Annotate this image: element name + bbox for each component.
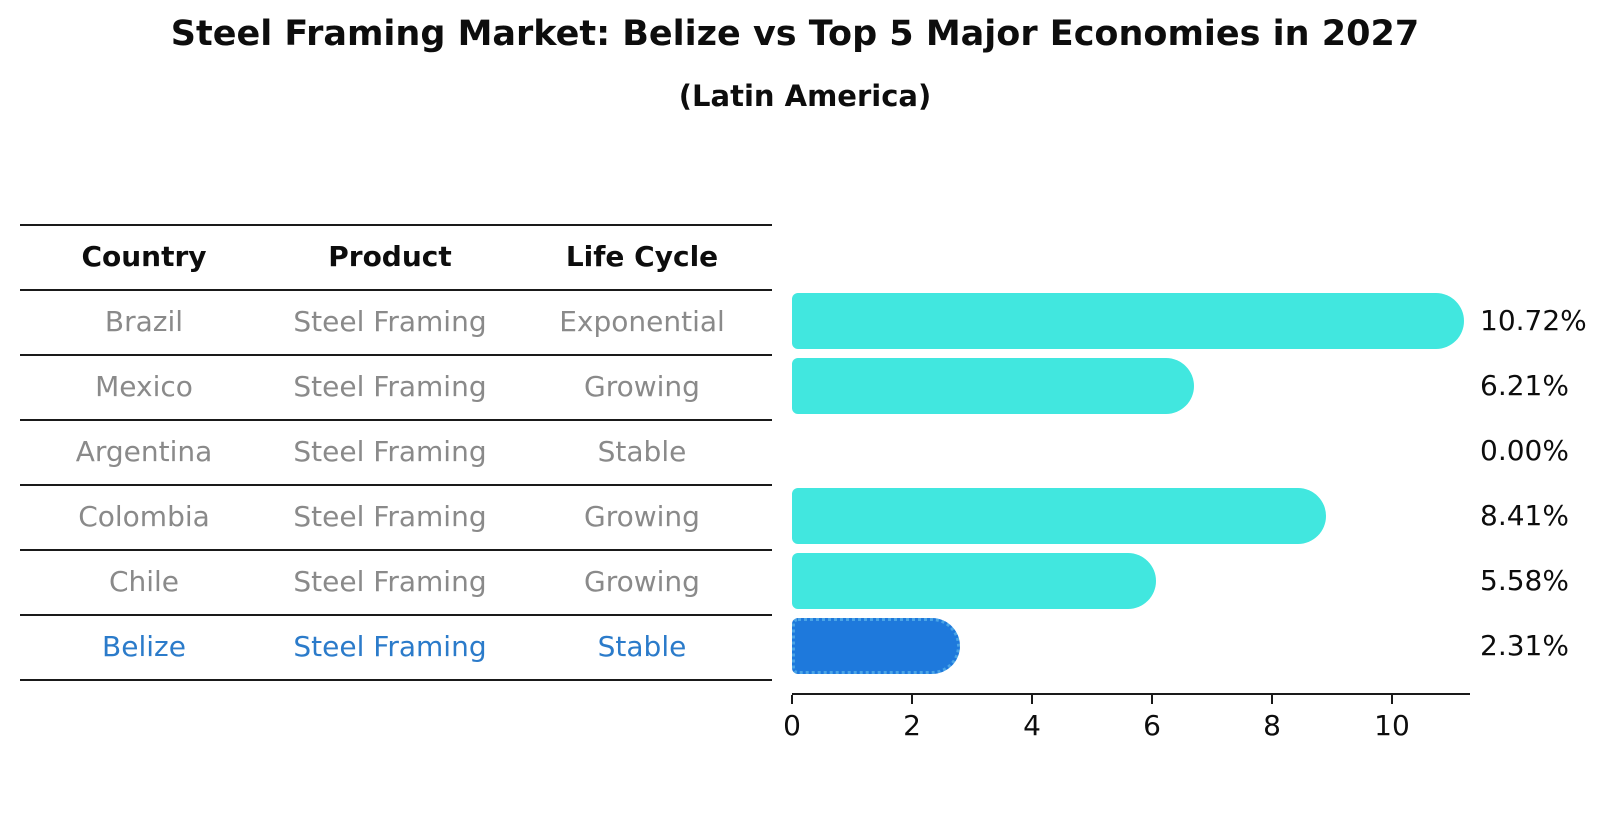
value-label-brazil: 10.72% [1480, 304, 1587, 337]
table-row-belize: Belize Steel Framing Stable [20, 614, 772, 681]
bar-brazil [792, 293, 1464, 349]
chart-title: Steel Framing Market: Belize vs Top 5 Ma… [170, 14, 1420, 54]
table-header-row: Country Product Life Cycle [20, 224, 772, 289]
x-axis-tick [911, 695, 913, 704]
value-label-colombia: 8.41% [1480, 499, 1569, 532]
cell-life-cycle: Exponential [559, 305, 725, 338]
table-row-brazil: Brazil Steel Framing Exponential [20, 289, 772, 354]
column-header-life-cycle: Life Cycle [565, 240, 719, 273]
chart-subtitle: (Latin America) [678, 79, 932, 113]
column-header-country: Country [81, 240, 207, 273]
value-label-argentina: 0.00% [1480, 434, 1569, 467]
table-row-argentina: Argentina Steel Framing Stable [20, 419, 772, 484]
bar-mexico [792, 358, 1194, 414]
cell-country: Colombia [78, 500, 210, 533]
cell-life-cycle: Growing [584, 370, 700, 403]
value-label-belize: 2.31% [1480, 629, 1569, 662]
x-axis-tick-label: 8 [1263, 709, 1281, 742]
bar-colombia [792, 488, 1326, 544]
x-axis-tick-label: 4 [1023, 709, 1041, 742]
value-label-mexico: 6.21% [1480, 369, 1569, 402]
cell-life-cycle: Growing [584, 565, 700, 598]
x-axis-tick-label: 0 [783, 709, 801, 742]
cell-life-cycle: Growing [584, 500, 700, 533]
cell-product: Steel Framing [293, 305, 487, 338]
x-axis-line [792, 693, 1470, 695]
x-axis-tick [1271, 695, 1273, 704]
cell-country: Belize [102, 630, 186, 663]
x-axis-tick [1391, 695, 1393, 704]
cell-product: Steel Framing [293, 500, 487, 533]
x-axis-tick [1151, 695, 1153, 704]
cell-country: Chile [108, 565, 180, 598]
table-row-colombia: Colombia Steel Framing Growing [20, 484, 772, 549]
x-axis-tick-label: 10 [1374, 709, 1410, 742]
bar-chile [792, 553, 1156, 609]
cell-product: Steel Framing [293, 565, 487, 598]
cell-life-cycle: Stable [597, 435, 687, 468]
x-axis-tick-label: 6 [1143, 709, 1161, 742]
cell-product: Steel Framing [293, 435, 487, 468]
table-row-chile: Chile Steel Framing Growing [20, 549, 772, 614]
table-row-mexico: Mexico Steel Framing Growing [20, 354, 772, 419]
column-header-product: Product [328, 240, 452, 273]
cell-country: Brazil [104, 305, 184, 338]
x-axis-tick [1031, 695, 1033, 704]
cell-life-cycle: Stable [597, 630, 687, 663]
value-label-chile: 5.58% [1480, 564, 1569, 597]
x-axis-tick-label: 2 [903, 709, 921, 742]
data-table: Country Product Life Cycle Brazil Steel … [20, 224, 772, 681]
cell-country: Mexico [95, 370, 193, 403]
bar-belize [792, 618, 960, 674]
cell-country: Argentina [75, 435, 213, 468]
cell-product: Steel Framing [293, 630, 487, 663]
x-axis-tick [791, 695, 793, 704]
cell-product: Steel Framing [293, 370, 487, 403]
